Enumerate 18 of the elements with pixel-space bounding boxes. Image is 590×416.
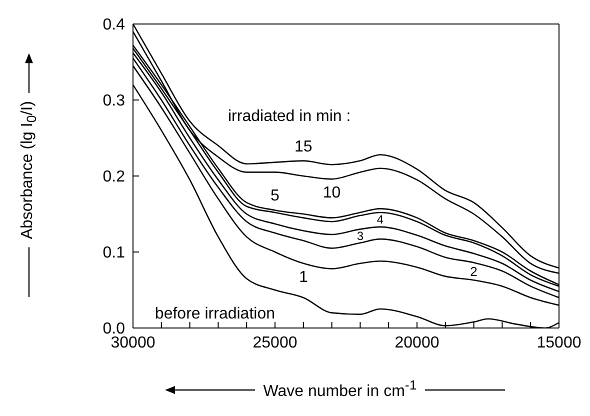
series-label: 4 bbox=[376, 212, 384, 226]
x-axis-title: Wave number in cm$^{-1}$ bbox=[263, 378, 417, 400]
x-tick-label: 30000 bbox=[110, 334, 156, 352]
x-tick-label: 20000 bbox=[394, 334, 440, 352]
y-tick-label: 0.4 bbox=[102, 16, 126, 34]
series-label: before irradiation bbox=[154, 306, 275, 322]
series-label: 10 bbox=[322, 184, 341, 202]
y-tick-label: 0.2 bbox=[102, 168, 126, 186]
x-tick-label: 25000 bbox=[252, 334, 298, 352]
series-label: 5 bbox=[270, 188, 280, 205]
y-tick-label: 0.3 bbox=[102, 92, 126, 110]
series-label: 15 bbox=[294, 138, 312, 156]
x-tick-label: 15000 bbox=[536, 334, 582, 352]
series-label: 3 bbox=[356, 229, 364, 244]
y-tick-label: 0.1 bbox=[102, 244, 126, 262]
series-label: 1 bbox=[298, 268, 308, 286]
series-label: 2 bbox=[470, 264, 478, 280]
annotation: irradiated in min : bbox=[228, 108, 351, 125]
